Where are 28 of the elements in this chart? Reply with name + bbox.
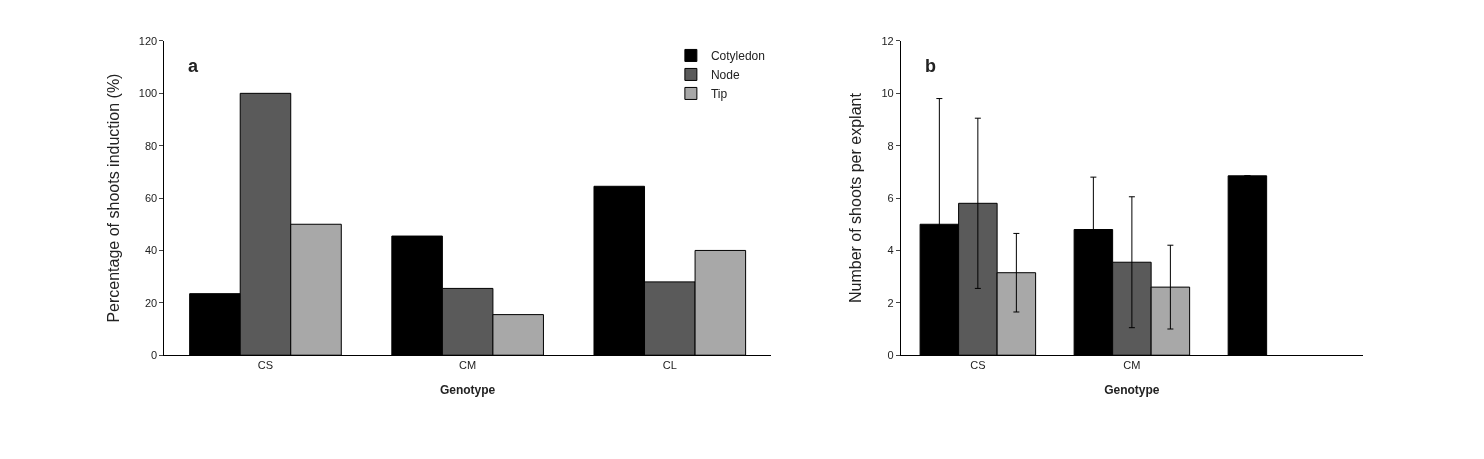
y-tick-label: 100 bbox=[138, 87, 158, 100]
y-tick-label: 20 bbox=[144, 296, 158, 309]
y-tick-label: 12 bbox=[881, 34, 894, 47]
y-tick-label: 0 bbox=[151, 349, 158, 362]
text: b bbox=[925, 56, 936, 76]
y-axis-title: Percentage of shoots induction (%) bbox=[104, 73, 122, 323]
y-tick-label: 6 bbox=[887, 191, 894, 204]
y-tick-label: 2 bbox=[887, 296, 894, 309]
legend-label: Tip bbox=[710, 87, 728, 102]
y-tick-label: 80 bbox=[144, 139, 158, 152]
text: a bbox=[188, 56, 199, 76]
y-tick-label: 120 bbox=[138, 34, 158, 47]
x-axis-title: Genotype bbox=[439, 383, 496, 398]
y-tick-label: 40 bbox=[144, 244, 158, 257]
x-tick-label: CS bbox=[257, 359, 274, 372]
x-axis-title: Genotype bbox=[1104, 383, 1160, 398]
legend-label: Node bbox=[710, 68, 740, 83]
y-tick-label: 4 bbox=[887, 244, 894, 257]
legend-label: Cotyledon bbox=[710, 49, 765, 64]
y-tick-label: 8 bbox=[887, 139, 894, 152]
y-axis-title: Number of shoots per explant bbox=[847, 92, 865, 304]
x-tick-label: CL bbox=[662, 359, 677, 372]
x-tick-label: CM bbox=[1123, 359, 1141, 372]
x-tick-label: CM bbox=[459, 359, 477, 372]
y-tick-label: 0 bbox=[887, 349, 894, 362]
x-tick-label: CS bbox=[970, 359, 986, 372]
y-tick-label: 60 bbox=[144, 191, 158, 204]
y-tick-label: 10 bbox=[881, 87, 894, 100]
